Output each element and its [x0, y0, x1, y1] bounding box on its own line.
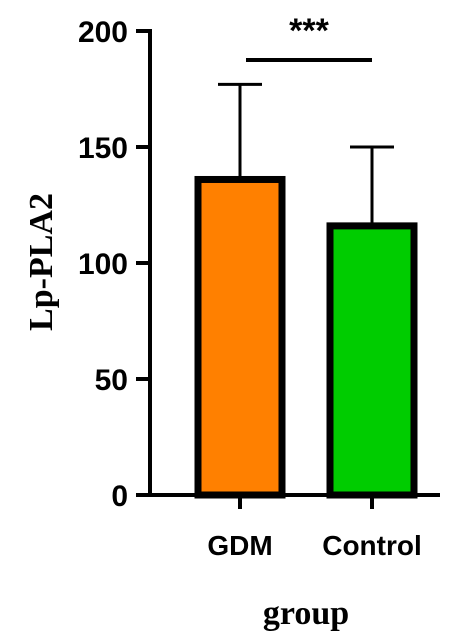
x-tick-label: GDM [207, 530, 272, 561]
y-axis: 0 50 100 150 200 [78, 16, 152, 513]
x-tick-label: Control [322, 530, 422, 561]
bars [194, 82, 418, 499]
y-tick-label: 100 [78, 248, 128, 281]
y-tick-label: 0 [111, 480, 128, 513]
significance-annotation: *** [246, 12, 372, 62]
bar-control [326, 222, 418, 499]
x-axis: GDM Control [148, 493, 440, 561]
y-tick-label: 200 [78, 16, 128, 49]
y-tick-label: 50 [95, 364, 128, 397]
y-tick-label: 150 [78, 132, 128, 165]
bar-gdm [194, 175, 286, 499]
x-axis-title: group [263, 595, 349, 631]
y-axis-title: Lp-PLA2 [23, 193, 60, 331]
significance-label: *** [289, 12, 329, 50]
